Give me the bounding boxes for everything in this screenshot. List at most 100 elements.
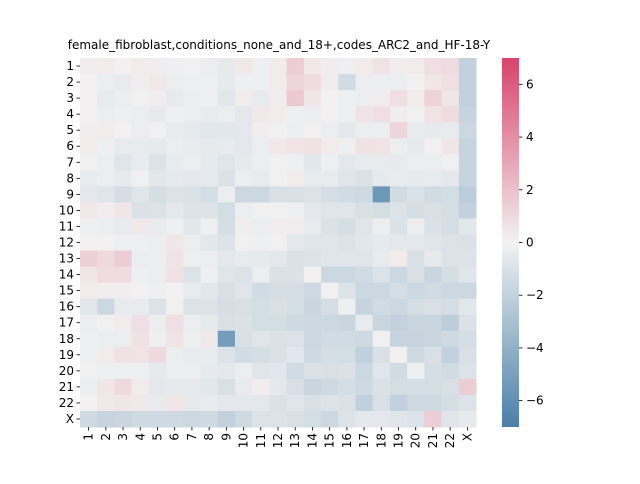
heatmap-cell: [234, 58, 253, 75]
heatmap-cell: [148, 250, 167, 268]
heatmap-cell: [80, 250, 98, 268]
heatmap-cell: [200, 106, 219, 123]
heatmap-cell: [269, 362, 288, 380]
heatmap-cell: [166, 362, 184, 380]
heatmap-cell: [80, 58, 98, 75]
heatmap-cell: [200, 90, 219, 107]
heatmap-cell: [372, 378, 391, 396]
heatmap-cell: [338, 90, 356, 107]
heatmap-cell: [338, 378, 356, 396]
y-tick-label: 5: [66, 123, 74, 137]
heatmap-cell: [424, 58, 443, 75]
heatmap-cell: [424, 154, 443, 171]
heatmap-cell: [321, 298, 339, 316]
heatmap-cell: [338, 74, 356, 91]
heatmap-cell: [269, 170, 288, 187]
x-tick-label: 22: [443, 433, 457, 448]
heatmap-cell: [389, 170, 408, 187]
heatmap-cell: [80, 218, 98, 235]
heatmap-cell: [458, 250, 477, 268]
heatmap-cell: [131, 250, 150, 268]
heatmap-cell: [234, 362, 253, 380]
heatmap-cell: [338, 282, 356, 300]
heatmap-cell: [389, 298, 408, 316]
heatmap-cell: [303, 122, 322, 139]
heatmap-cell: [321, 330, 339, 348]
heatmap-cell: [166, 186, 184, 203]
heatmap-cell: [200, 346, 219, 364]
heatmap-cell: [303, 410, 322, 428]
heatmap-cell: [234, 314, 253, 332]
heatmap-cell: [114, 282, 133, 300]
heatmap-cell: [148, 298, 167, 316]
heatmap-cell: [441, 282, 460, 300]
heatmap-cell: [407, 106, 425, 123]
heatmap-cell: [441, 154, 460, 171]
heatmap-cell: [234, 298, 253, 316]
heatmap-cell: [355, 250, 374, 268]
heatmap-cell: [355, 234, 374, 252]
heatmap-cell: [80, 186, 98, 203]
heatmap-cell: [338, 250, 356, 268]
heatmap-cell: [166, 394, 184, 412]
heatmap-cell: [441, 138, 460, 155]
heatmap-cell: [97, 138, 115, 155]
heatmap-cell: [97, 298, 115, 316]
heatmap-cell: [234, 202, 253, 219]
heatmap-cell: [372, 346, 391, 364]
heatmap-cell: [407, 298, 425, 316]
heatmap-cell: [407, 266, 425, 284]
x-tick-label: 10: [237, 433, 251, 448]
heatmap-cell: [80, 314, 98, 332]
heatmap-cell: [217, 122, 236, 139]
heatmap-cell: [407, 138, 425, 155]
heatmap-cell: [80, 362, 98, 380]
heatmap-cell: [424, 266, 443, 284]
heatmap-cell: [303, 266, 322, 284]
heatmap-cell: [458, 170, 477, 187]
heatmap-cell: [114, 346, 133, 364]
heatmap-cell: [114, 394, 133, 412]
heatmap-cell: [441, 378, 460, 396]
heatmap-cell: [80, 234, 98, 252]
heatmap-cell: [80, 346, 98, 364]
heatmap-cell: [407, 58, 425, 75]
heatmap-cell: [458, 330, 477, 348]
heatmap-cell: [286, 314, 305, 332]
heatmap-cell: [372, 122, 391, 139]
heatmap-cell: [441, 186, 460, 203]
heatmap-cell: [372, 314, 391, 332]
heatmap-cell: [114, 298, 133, 316]
heatmap-cell: [441, 170, 460, 187]
heatmap-cell: [407, 362, 425, 380]
heatmap-cell: [441, 58, 460, 75]
heatmap-cell: [372, 266, 391, 284]
heatmap-cell: [338, 394, 356, 412]
heatmap-cell: [114, 106, 133, 123]
heatmap-cell: [80, 394, 98, 412]
heatmap-cell: [183, 346, 202, 364]
heatmap-cell: [303, 90, 322, 107]
heatmap-cell: [372, 282, 391, 300]
heatmap-cell: [424, 234, 443, 252]
heatmap-cell: [131, 410, 150, 428]
heatmap-cell: [321, 266, 339, 284]
heatmap-cell: [269, 298, 288, 316]
heatmap-cell: [458, 138, 477, 155]
heatmap-cell: [424, 186, 443, 203]
heatmap-cell: [234, 74, 253, 91]
heatmap-cell: [338, 234, 356, 252]
heatmap-cell: [131, 58, 150, 75]
heatmap-cell: [355, 74, 374, 91]
heatmap-cell: [234, 378, 253, 396]
heatmap-cell: [166, 58, 184, 75]
heatmap-cell: [424, 170, 443, 187]
heatmap-cell: [183, 362, 202, 380]
heatmap-cell: [389, 266, 408, 284]
heatmap-cell: [183, 138, 202, 155]
heatmap-cell: [234, 282, 253, 300]
heatmap-cell: [131, 234, 150, 252]
heatmap-cell: [131, 122, 150, 139]
heatmap-cell: [321, 186, 339, 203]
heatmap-cell: [355, 378, 374, 396]
